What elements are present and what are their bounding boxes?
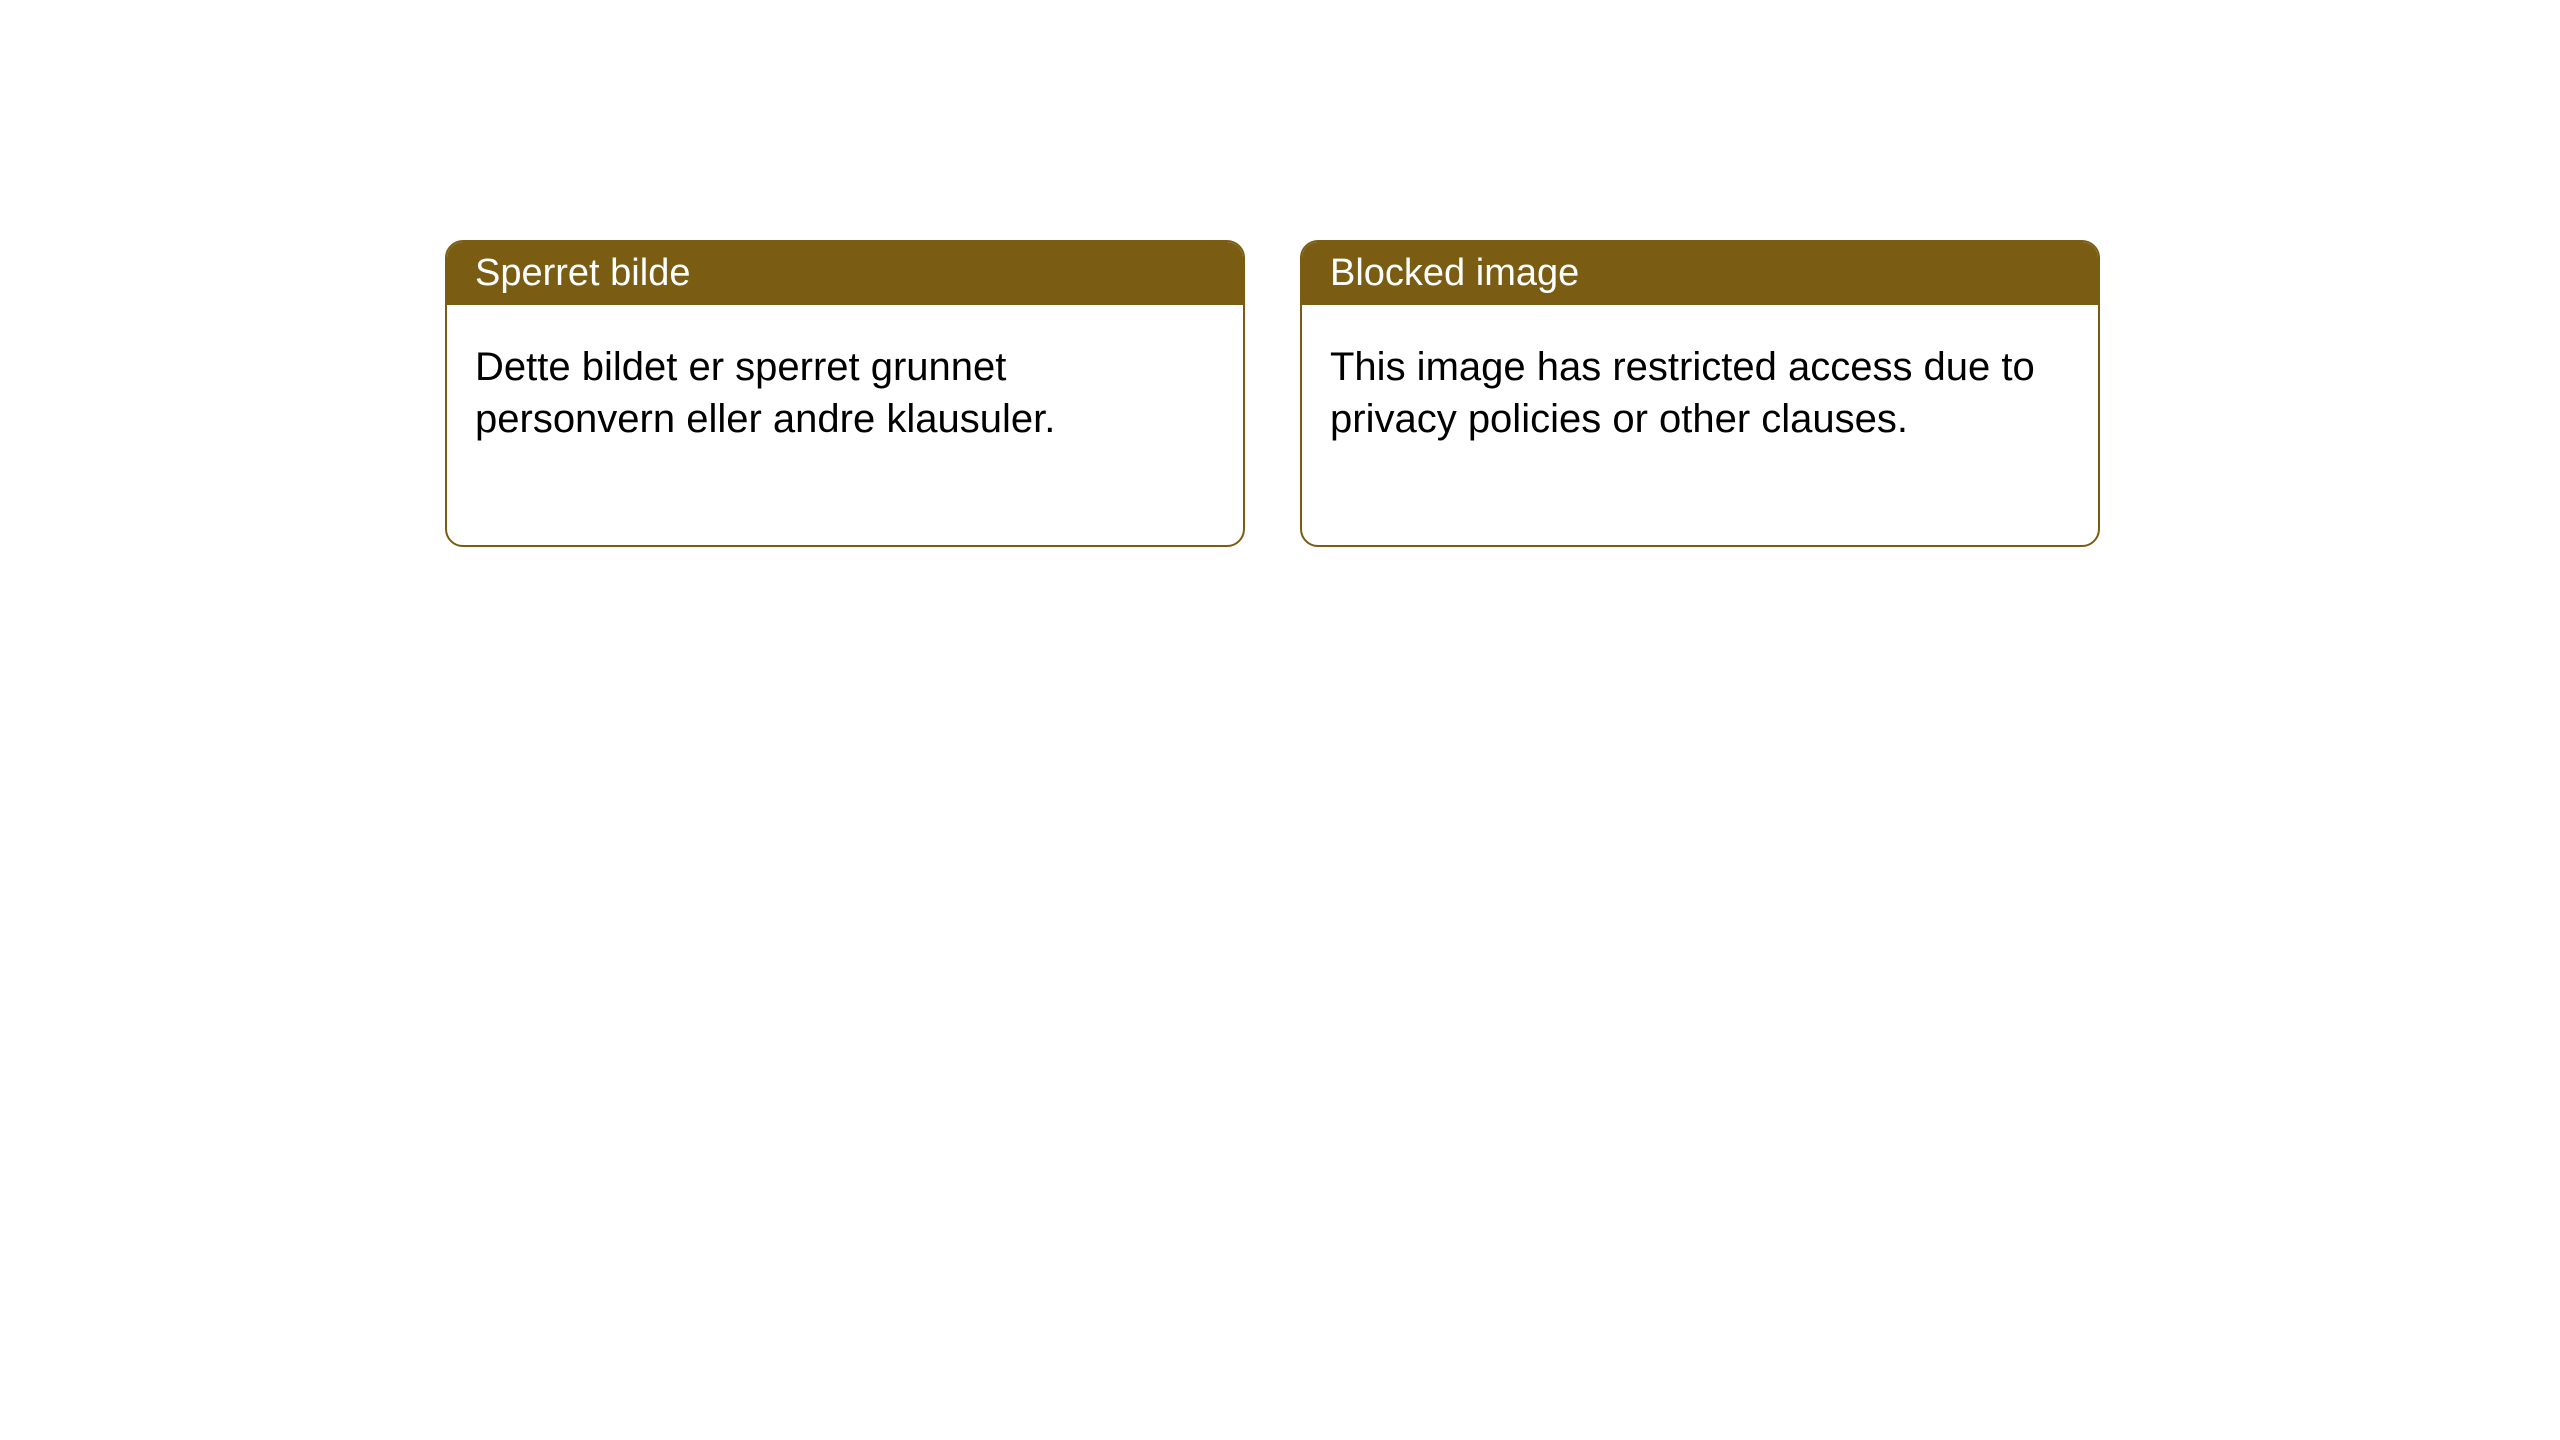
notice-card-en: Blocked image This image has restricted …	[1300, 240, 2100, 547]
notice-header-no: Sperret bilde	[447, 242, 1243, 305]
notice-header-en: Blocked image	[1302, 242, 2098, 305]
notice-card-no: Sperret bilde Dette bildet er sperret gr…	[445, 240, 1245, 547]
notice-body-en: This image has restricted access due to …	[1302, 305, 2098, 545]
notice-body-no: Dette bildet er sperret grunnet personve…	[447, 305, 1243, 545]
notice-container: Sperret bilde Dette bildet er sperret gr…	[445, 240, 2100, 547]
